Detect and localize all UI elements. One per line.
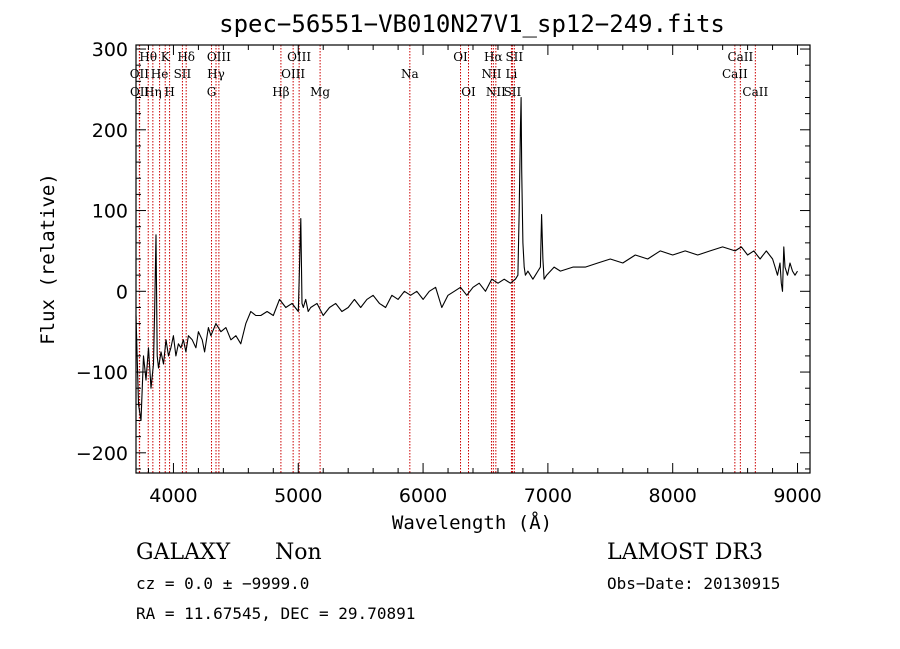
emission-line-label: OI — [461, 85, 476, 99]
emission-line-label: NII — [486, 85, 506, 99]
chart-title: spec−56551−VB010N27V1_sp12−249.fits — [219, 10, 725, 38]
emission-line-label: Na — [401, 67, 419, 81]
emission-line-label: OIII — [207, 50, 231, 64]
y-tick-label: −200 — [76, 443, 128, 465]
x-tick-label: 9000 — [773, 485, 821, 507]
emission-line-label: OIII — [281, 67, 305, 81]
y-axis-ticks: −200 −100 0 100 200 300 — [76, 39, 810, 470]
emission-line-label: SII — [505, 50, 523, 64]
x-tick-label: 8000 — [649, 485, 697, 507]
emission-line-label: CaII — [727, 50, 753, 64]
plot-frame — [135, 44, 811, 474]
emission-line-label: CaII — [722, 67, 748, 81]
x-axis-ticks: 4000 5000 6000 7000 8000 9000 — [147, 45, 822, 507]
redshift-text: cz = 0.0 ± −9999.0 — [136, 574, 309, 593]
emission-line-label: CaII — [742, 85, 768, 99]
emission-line-label: Hδ — [177, 50, 195, 64]
emission-line-label: Li — [506, 67, 518, 81]
emission-line-label: SII — [174, 67, 192, 81]
object-subclass: Non — [275, 540, 322, 565]
emission-line-label: He — [151, 67, 169, 81]
emission-line-label: Hη — [144, 85, 162, 99]
emission-line-label: OII — [130, 67, 150, 81]
emission-line-label: G — [207, 85, 217, 99]
emission-line-label: OIII — [287, 50, 311, 64]
emission-line-label: Hβ — [272, 85, 289, 99]
emission-line-label: K — [161, 50, 171, 64]
x-tick-label: 7000 — [524, 485, 572, 507]
x-axis-label: Wavelength (Å) — [392, 511, 552, 534]
x-tick-label: 5000 — [274, 485, 322, 507]
x-tick-label: 4000 — [149, 485, 197, 507]
x-tick-label: 6000 — [399, 485, 447, 507]
y-tick-label: −100 — [76, 362, 128, 384]
emission-line-label: Hθ — [139, 50, 157, 64]
coords-text: RA = 11.67545, DEC = 29.70891 — [136, 604, 415, 623]
y-tick-label: 300 — [92, 39, 128, 61]
obs-date-text: Obs−Date: 20130915 — [607, 574, 780, 593]
emission-line-markers — [138, 45, 756, 473]
object-type: GALAXY — [136, 540, 231, 565]
emission-line-label: Hγ — [207, 67, 225, 81]
y-axis-label: Flux (relative) — [37, 173, 59, 345]
y-tick-label: 200 — [92, 120, 128, 142]
y-tick-label: 0 — [116, 281, 128, 303]
survey-name: LAMOST DR3 — [607, 540, 763, 565]
emission-line-label: Mg — [310, 85, 330, 99]
emission-line-label: SII — [504, 85, 522, 99]
emission-line-label: H — [164, 85, 174, 99]
emission-line-label: OI — [453, 50, 468, 64]
emission-line-label: NII — [481, 67, 501, 81]
spectrum-layer — [135, 96, 798, 422]
y-tick-label: 100 — [92, 201, 128, 223]
spectrum-line — [135, 96, 798, 422]
emission-line-label: Hα — [484, 50, 503, 64]
emission-line-label: OII — [130, 85, 150, 99]
